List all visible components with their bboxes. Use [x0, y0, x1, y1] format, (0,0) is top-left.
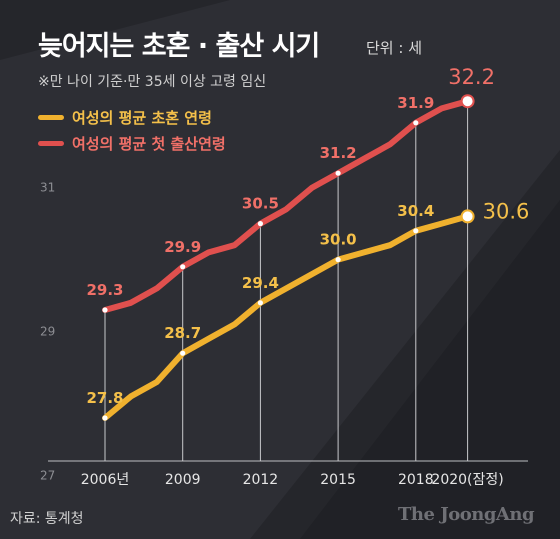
data-label: 30.4 [397, 202, 434, 220]
background-shape [300, 200, 560, 539]
data-point-marker [460, 94, 475, 109]
data-point-marker [460, 209, 475, 224]
data-point-marker [102, 307, 108, 313]
legend-swatch-birth [38, 140, 64, 146]
data-point-marker [180, 264, 186, 270]
brand-logo: The JoongAng [398, 504, 535, 525]
data-point-marker [413, 120, 419, 126]
data-point-marker [413, 228, 419, 234]
data-label: 28.7 [164, 324, 201, 342]
data-point-marker [335, 170, 341, 176]
x-tick-label: 2020(잠정) [431, 472, 503, 488]
data-point-marker [335, 257, 341, 263]
unit-note: 단위 : 세 [366, 39, 422, 57]
x-tick-label: 2012 [243, 472, 279, 488]
legend-item-marriage: 여성의 평균 초혼 연령 [38, 107, 212, 127]
legend-label-birth: 여성의 평균 첫 출산연령 [72, 134, 226, 153]
y-tick-label: 27 [40, 469, 55, 483]
birth-age-line [102, 98, 471, 313]
data-label: 27.8 [86, 389, 123, 407]
data-label: 31.9 [397, 94, 434, 112]
data-label: 30.0 [320, 231, 357, 249]
chart-subtitle: ※만 나이 기준·만 35세 이상 고령 임신 [38, 74, 267, 90]
data-label: 30.5 [242, 195, 279, 213]
data-label: 30.6 [483, 199, 530, 223]
source-note: 자료: 통계청 [10, 511, 84, 527]
data-label: 32.2 [448, 65, 495, 89]
legend-label-marriage: 여성의 평균 초혼 연령 [72, 108, 212, 127]
data-point-marker [257, 300, 263, 306]
data-label: 29.9 [164, 238, 201, 256]
data-point-marker [257, 221, 263, 227]
chart-title: 늦어지는 초혼 · 출산 시기 [38, 31, 320, 62]
x-tick-label: 2009 [165, 472, 201, 488]
data-label: 31.2 [320, 144, 357, 162]
legend-swatch-marriage [38, 114, 64, 120]
y-tick-label: 29 [40, 325, 55, 339]
data-label: 29.3 [86, 281, 123, 299]
data-point-marker [102, 415, 108, 421]
marriage-age-line [102, 213, 471, 421]
x-tick-label: 2006년 [81, 472, 130, 488]
data-label: 29.4 [242, 274, 279, 292]
data-point-marker [180, 350, 186, 356]
x-tick-label: 2018 [398, 472, 434, 488]
legend-item-birth: 여성의 평균 첫 출산연령 [38, 133, 226, 153]
x-tick-label: 2015 [320, 472, 356, 488]
y-tick-label: 31 [40, 181, 55, 195]
